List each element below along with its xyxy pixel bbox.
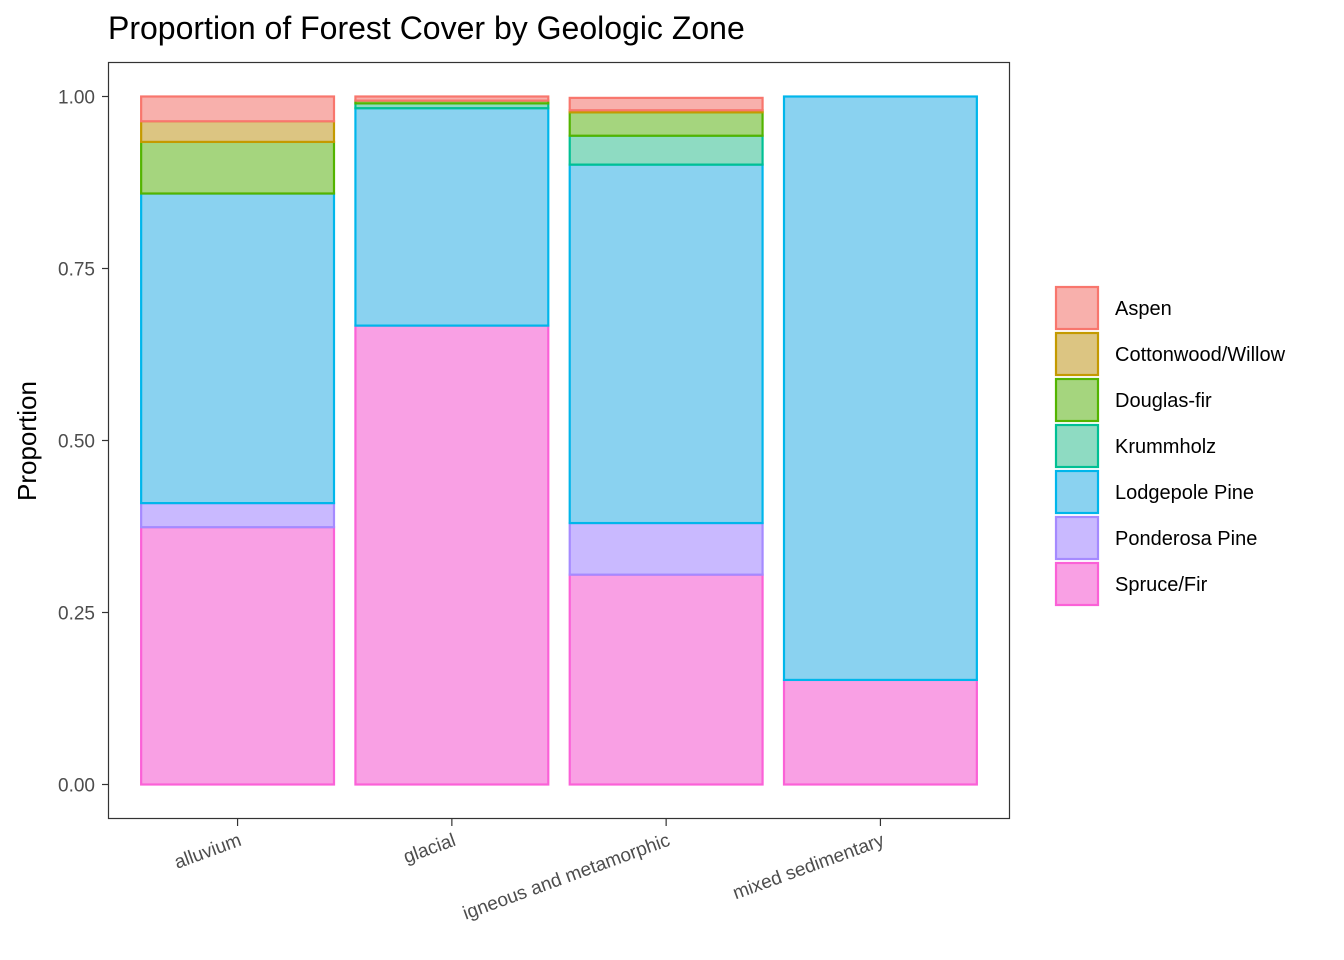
x-axis: alluvium glacial igneous and metamorphic mi…: [172, 819, 888, 924]
bar-alluvium-ponderosa-pine: [140, 502, 336, 529]
bar-igneous-and-metamorphic-krummholz: [568, 134, 764, 166]
legend-key-douglas-fir: [1054, 377, 1100, 423]
x-tick-label-glacial: glacial: [401, 830, 459, 868]
legend-key-krummholz: [1054, 423, 1100, 469]
bar-glacial-aspen: [354, 95, 550, 102]
legend-label-krummholz: Krummholz: [1115, 436, 1216, 458]
bar-igneous-and-metamorphic-spruce-fir: [568, 573, 764, 786]
y-tick-label: 0.00: [58, 776, 95, 797]
bar-mixed-sedimentary-lodgepole-pine: [782, 95, 978, 682]
bar-igneous-and-metamorphic-ponderosa-pine: [568, 521, 764, 576]
legend-key-lodgepole-pine: [1054, 469, 1100, 515]
y-axis-title: Proportion: [12, 381, 42, 501]
x-tick-label-mixed-sedimentary: mixed sedimentary: [730, 830, 887, 904]
bar-alluvium-spruce-fir: [140, 526, 336, 786]
bar-igneous-and-metamorphic-lodgepole-pine: [568, 163, 764, 525]
legend-key-ponderosa-pine: [1054, 515, 1100, 561]
bar-alluvium-cottonwood-willow: [140, 120, 336, 144]
x-tick-label-alluvium: alluvium: [172, 830, 245, 874]
bar-mixed-sedimentary-spruce-fir: [782, 678, 978, 786]
legend: Aspen Cottonwood/Willow Douglas-fir Krummho…: [1054, 285, 1286, 607]
bar-alluvium-lodgepole-pine: [140, 192, 336, 505]
bar-alluvium-douglas-fir: [140, 140, 336, 195]
y-tick-label: 0.50: [58, 432, 95, 453]
legend-label-douglas-fir: Douglas-fir: [1115, 390, 1212, 412]
y-axis: 0.00 0.25 0.50 0.75 1.00: [58, 88, 108, 797]
x-tick-label-igneous-and-metamorphic: igneous and metamorphic: [460, 830, 673, 925]
legend-key-cottonwood-willow: [1054, 331, 1100, 377]
legend-label-lodgepole-pine: Lodgepole Pine: [1115, 482, 1254, 504]
legend-label-cottonwood-willow: Cottonwood/Willow: [1115, 344, 1286, 366]
bars-layer: [140, 95, 978, 786]
legend-key-aspen: [1054, 285, 1100, 331]
bar-glacial-lodgepole-pine: [354, 107, 550, 327]
legend-key-spruce-fir: [1054, 561, 1100, 607]
y-tick-label: 0.25: [58, 604, 95, 625]
legend-label-spruce-fir: Spruce/Fir: [1115, 574, 1208, 596]
legend-label-aspen: Aspen: [1115, 298, 1172, 320]
chart-title: Proportion of Forest Cover by Geologic Z…: [108, 10, 745, 46]
bar-alluvium-aspen: [140, 95, 336, 123]
bar-igneous-and-metamorphic-douglas-fir: [568, 111, 764, 137]
bar-glacial-spruce-fir: [354, 324, 550, 786]
y-tick-label: 1.00: [58, 88, 95, 109]
legend-label-ponderosa-pine: Ponderosa Pine: [1115, 528, 1257, 550]
y-tick-label: 0.75: [58, 260, 95, 281]
bar-igneous-and-metamorphic-aspen: [568, 96, 764, 112]
